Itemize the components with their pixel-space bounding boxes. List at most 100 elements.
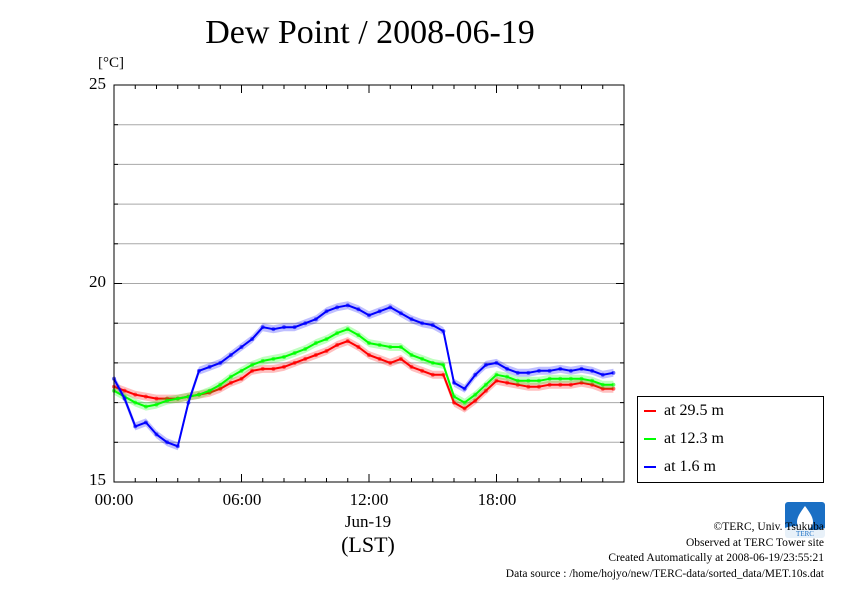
data-point — [377, 356, 382, 361]
data-point — [165, 440, 170, 445]
data-point — [292, 360, 297, 365]
legend-swatch-blue — [644, 466, 656, 468]
data-point — [313, 352, 318, 357]
data-point — [197, 392, 201, 397]
data-point — [473, 398, 478, 403]
data-point — [228, 352, 233, 357]
logo-text: TERC — [796, 530, 814, 538]
legend-item-12-3m: at 12.3 m — [644, 428, 724, 450]
data-point — [303, 356, 308, 361]
data-point — [271, 327, 276, 332]
copyright-text: ©TERC, Univ. Tsukuba — [713, 521, 824, 533]
data-point — [537, 384, 541, 389]
data-point — [367, 313, 371, 318]
data-point — [441, 362, 446, 367]
data-point — [537, 378, 541, 383]
legend: at 29.5 m at 12.3 m at 1.6 m — [637, 396, 824, 483]
data-point — [526, 384, 531, 389]
data-point — [239, 376, 244, 381]
data-point — [122, 396, 127, 401]
legend-label: at 12.3 m — [664, 430, 724, 447]
data-point — [228, 380, 233, 385]
axis-ticks — [113, 84, 625, 483]
data-point — [611, 386, 616, 391]
data-point — [600, 382, 605, 387]
legend-item-1-6m: at 1.6 m — [644, 456, 716, 478]
data-point — [250, 362, 255, 367]
data-point — [547, 376, 552, 381]
series-layer — [112, 301, 616, 451]
data-point — [409, 317, 414, 322]
data-point — [409, 364, 414, 369]
data-point — [473, 372, 478, 377]
data-point — [515, 382, 520, 387]
legend-label: at 1.6 m — [664, 458, 716, 475]
data-point — [356, 345, 361, 350]
data-point — [462, 386, 467, 391]
data-point — [420, 368, 425, 373]
data-point — [207, 388, 212, 393]
data-point — [143, 404, 148, 409]
data-point — [473, 392, 478, 397]
source-text: Data source : /home/hojyo/new/TERC-data/… — [505, 567, 824, 580]
data-point — [462, 400, 467, 405]
data-point — [154, 432, 159, 437]
data-point — [590, 382, 595, 387]
data-point — [218, 382, 223, 387]
data-point — [483, 382, 488, 387]
grid-lines — [114, 124, 624, 443]
data-point — [143, 420, 148, 425]
data-point — [197, 368, 201, 373]
data-point — [250, 368, 255, 373]
y-tick-label: 20 — [89, 272, 106, 291]
data-point — [324, 309, 329, 314]
data-point — [303, 321, 308, 326]
chart-title: Dew Point / 2008-06-19 — [205, 14, 535, 51]
data-point — [122, 388, 127, 393]
data-point — [165, 398, 170, 403]
data-point — [154, 396, 159, 401]
created-text: Created Automatically at 2008-06-19/23:5… — [608, 552, 824, 564]
data-point — [537, 368, 541, 373]
data-point — [377, 343, 382, 348]
data-point — [430, 323, 435, 328]
data-point — [335, 331, 340, 336]
data-point — [515, 370, 520, 375]
data-point — [494, 372, 499, 377]
data-point — [452, 400, 456, 405]
y-tick-label: 15 — [89, 470, 106, 489]
data-point — [133, 400, 138, 405]
data-point — [335, 343, 340, 348]
data-point — [568, 376, 573, 381]
data-point — [483, 388, 488, 393]
data-point — [441, 372, 446, 377]
data-point — [568, 382, 573, 387]
data-point — [377, 309, 382, 314]
legend-label: at 29.5 m — [664, 402, 724, 419]
data-point — [250, 337, 255, 342]
data-point — [611, 382, 616, 387]
terc-logo: TERC — [785, 502, 825, 538]
data-point — [335, 305, 340, 310]
data-point — [398, 356, 403, 361]
data-point — [494, 360, 499, 365]
data-point — [271, 356, 276, 361]
data-point — [282, 354, 286, 359]
data-point — [558, 382, 563, 387]
data-point — [356, 307, 361, 312]
data-point — [600, 386, 605, 391]
credits-block: ©TERC, Univ. Tsukuba Observed at TERC To… — [506, 520, 824, 582]
data-point — [260, 325, 265, 330]
x-axis-date-label: Jun-19 — [344, 512, 392, 531]
data-point — [133, 424, 138, 429]
data-point — [218, 386, 223, 391]
data-point — [558, 366, 563, 371]
data-point — [430, 372, 435, 377]
data-point — [568, 368, 573, 373]
data-point — [154, 402, 159, 407]
data-point — [515, 378, 520, 383]
data-point — [175, 444, 180, 449]
data-point — [282, 364, 286, 369]
data-point — [441, 329, 446, 334]
